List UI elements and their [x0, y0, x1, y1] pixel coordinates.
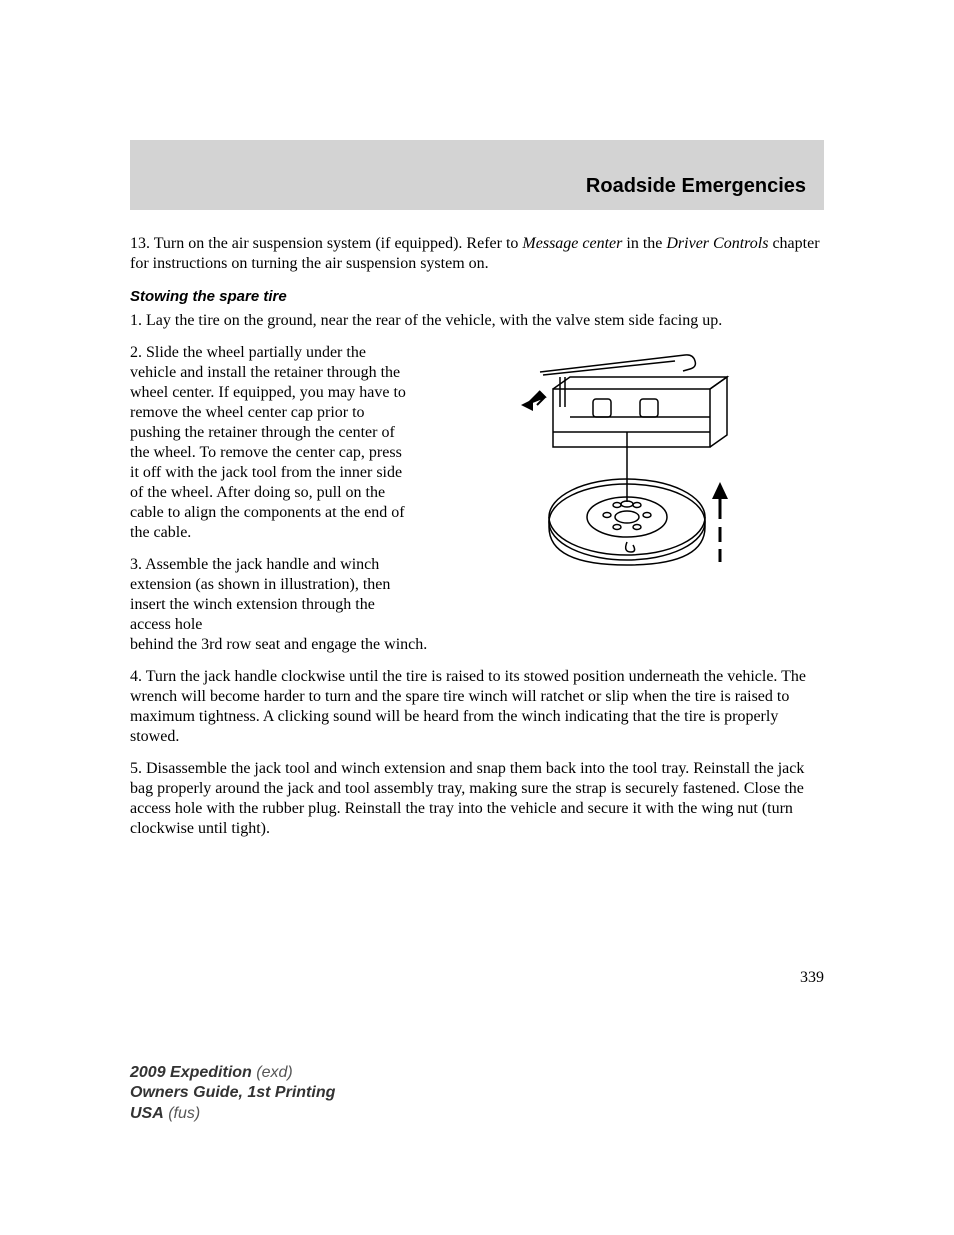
intro-prefix: 13. Turn on the air suspension system (i… [130, 235, 522, 252]
step-1: 1. Lay the tire on the ground, near the … [130, 311, 824, 331]
step-3a: 3. Assemble the jack handle and winch ex… [130, 555, 410, 635]
subheading-stowing: Stowing the spare tire [130, 288, 824, 305]
step-2: 2. Slide the wheel partially under the v… [130, 343, 410, 543]
intro-mid: in the [622, 235, 666, 252]
step-5: 5. Disassemble the jack tool and winch e… [130, 759, 824, 839]
page-number: 339 [130, 969, 824, 987]
header-title: Roadside Emergencies [586, 175, 806, 198]
intro-paragraph: 13. Turn on the air suspension system (i… [130, 234, 824, 274]
footer-code-1: (exd) [252, 1064, 293, 1081]
spare-tire-diagram [426, 343, 824, 635]
header-bar: Roadside Emergencies [130, 140, 824, 210]
manual-page: Roadside Emergencies 13. Turn on the air… [0, 0, 954, 1235]
footer-model: 2009 Expedition [130, 1064, 252, 1081]
tire-winch-illustration [515, 347, 735, 587]
footer-region: USA [130, 1105, 164, 1122]
footer-line-3: USA (fus) [130, 1104, 335, 1125]
intro-italic-2: Driver Controls [666, 235, 768, 252]
step2-with-diagram: 2. Slide the wheel partially under the v… [130, 343, 824, 635]
step-4: 4. Turn the jack handle clockwise until … [130, 667, 824, 747]
float-text-column: 2. Slide the wheel partially under the v… [130, 343, 410, 635]
footer-line-2: Owners Guide, 1st Printing [130, 1083, 335, 1104]
footer-line-1: 2009 Expedition (exd) [130, 1063, 335, 1084]
footer-block: 2009 Expedition (exd) Owners Guide, 1st … [130, 1063, 335, 1125]
step-3b: behind the 3rd row seat and engage the w… [130, 635, 824, 655]
footer-code-2: (fus) [164, 1105, 200, 1122]
intro-italic-1: Message center [522, 235, 622, 252]
